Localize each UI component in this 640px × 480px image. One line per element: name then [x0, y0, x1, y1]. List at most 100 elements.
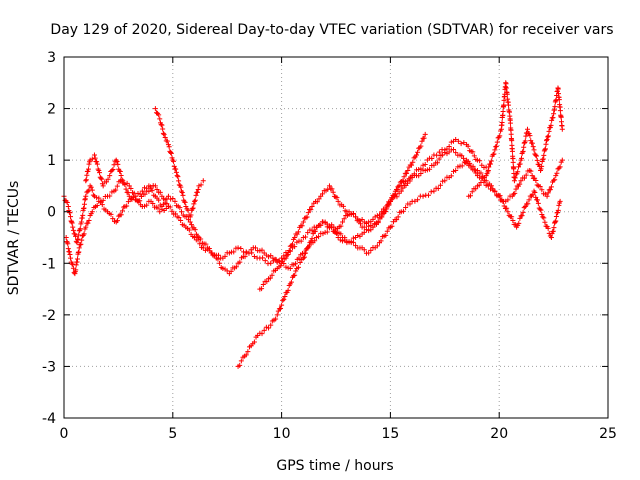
data-point-interp	[503, 81, 509, 87]
data-point-interp	[532, 189, 538, 195]
data-point	[200, 245, 206, 251]
data-point-interp	[286, 247, 292, 253]
data-point-interp	[305, 230, 311, 236]
data-point-interp	[512, 175, 518, 181]
data-point-interp	[284, 252, 290, 258]
data-point-interp	[478, 179, 484, 185]
data-point-interp	[103, 179, 109, 185]
data-point-interp	[262, 258, 268, 264]
data-point-interp	[528, 168, 534, 174]
data-point	[396, 183, 402, 189]
data-point-interp	[539, 187, 545, 193]
data-point-interp	[316, 234, 322, 240]
data-point-interp	[375, 219, 381, 225]
data-point-interp	[180, 192, 186, 198]
data-point-interp	[202, 247, 208, 253]
data-point	[524, 126, 530, 132]
data-point-interp	[259, 247, 265, 253]
data-point-interp	[243, 249, 249, 255]
data-point-interp	[99, 202, 105, 208]
data-point	[398, 188, 404, 194]
data-point-interp	[257, 248, 263, 254]
data-point-interp	[479, 162, 485, 168]
data-point-interp	[297, 259, 303, 265]
data-point-interp	[501, 203, 507, 209]
data-point	[370, 224, 376, 230]
data-point-interp	[348, 211, 354, 217]
data-point-interp	[171, 163, 177, 169]
data-point-interp	[309, 236, 315, 242]
data-point-interp	[288, 279, 294, 285]
data-point-interp	[97, 170, 103, 176]
data-point-interp	[85, 166, 91, 172]
data-point-interp	[389, 223, 395, 229]
data-point-interp	[448, 173, 454, 179]
data-point-interp	[86, 161, 92, 167]
data-point-interp	[69, 220, 75, 226]
data-point-interp	[513, 186, 519, 192]
data-point-interp	[338, 223, 344, 229]
data-point-interp	[499, 120, 505, 126]
data-point	[531, 147, 537, 153]
data-point-interp	[555, 86, 561, 92]
data-point-interp	[122, 181, 128, 187]
data-point	[91, 152, 97, 158]
data-point-interp	[278, 306, 284, 312]
data-point-interp	[435, 185, 441, 191]
data-point	[287, 265, 293, 271]
data-point-interp	[517, 181, 523, 187]
data-point-interp	[455, 164, 461, 170]
data-point	[226, 250, 232, 256]
data-point	[474, 157, 480, 163]
data-point-interp	[88, 184, 94, 190]
data-point-interp	[280, 297, 286, 303]
data-point-interp	[188, 212, 194, 218]
data-point-interp	[159, 122, 165, 128]
data-point-interp	[501, 102, 507, 108]
data-point	[152, 106, 158, 112]
data-point-interp	[275, 308, 281, 314]
data-point-interp	[509, 138, 515, 144]
data-point	[474, 167, 480, 173]
data-point-interp	[67, 210, 73, 216]
data-point-interp	[500, 198, 506, 204]
data-point-interp	[329, 186, 335, 192]
data-point-interp	[416, 167, 422, 173]
data-point	[161, 131, 167, 137]
data-point	[65, 204, 71, 210]
data-point-interp	[308, 207, 314, 213]
data-point-interp	[154, 186, 160, 192]
data-point-interp	[110, 216, 116, 222]
y-tick-label: 1	[47, 153, 56, 169]
data-point-interp	[547, 187, 553, 193]
data-point-interp	[434, 160, 440, 166]
y-tick-label: -2	[42, 308, 56, 324]
x-tick-label: 25	[599, 426, 617, 442]
data-point-interp	[550, 228, 556, 234]
data-point-interp	[529, 140, 535, 146]
data-point-interp	[114, 159, 120, 165]
data-point-interp	[500, 108, 506, 114]
data-point-interp	[142, 191, 148, 197]
data-point-interp	[366, 228, 372, 234]
data-point-interp	[465, 143, 471, 149]
data-point	[422, 167, 428, 173]
data-point-interp	[135, 191, 141, 197]
data-point	[361, 229, 367, 235]
data-point-interp	[178, 218, 184, 224]
data-point-interp	[542, 147, 548, 153]
data-point-interp	[539, 212, 545, 218]
data-point-interp	[264, 279, 270, 285]
data-point	[420, 193, 426, 199]
data-point-interp	[329, 224, 335, 230]
data-point-interp	[346, 239, 352, 245]
data-point	[74, 240, 80, 246]
data-point	[335, 198, 341, 204]
data-point-interp	[363, 227, 369, 233]
data-point-interp	[128, 195, 134, 201]
data-point-interp	[242, 254, 248, 260]
data-point-interp	[291, 273, 297, 279]
data-point-interp	[243, 352, 249, 358]
data-point	[187, 219, 193, 225]
data-point-interp	[409, 162, 415, 168]
